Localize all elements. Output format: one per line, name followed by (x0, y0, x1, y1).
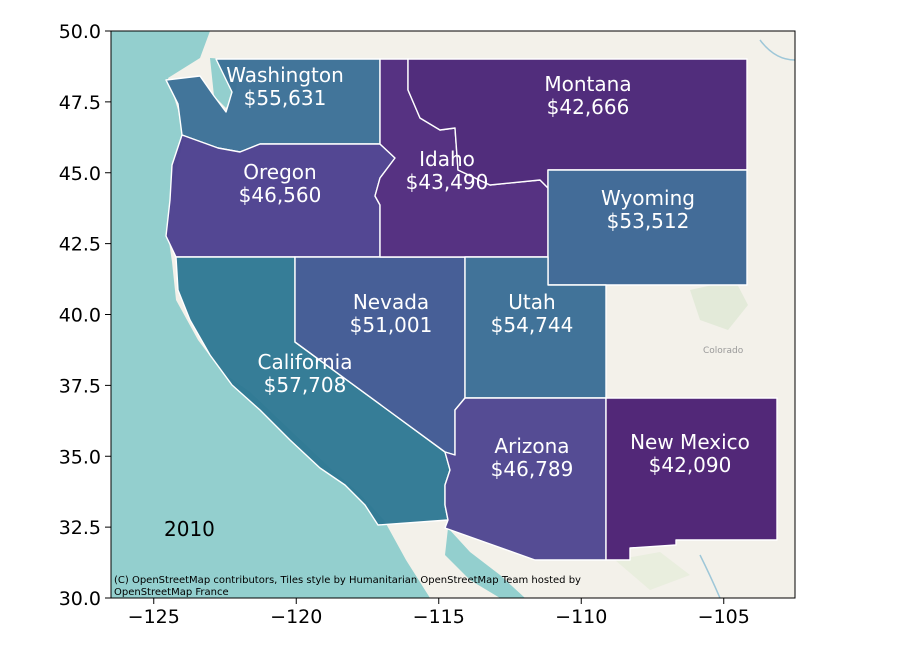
y-tick-label: 47.5 (59, 92, 101, 114)
label-wyoming-value: $53,512 (607, 209, 690, 233)
x-tick-label: −105 (698, 606, 750, 628)
label-washington-value: $55,631 (244, 86, 327, 110)
label-wyoming-name: Wyoming (601, 186, 695, 210)
label-california-value: $57,708 (264, 373, 347, 397)
y-tick-label: 35.0 (59, 446, 101, 468)
label-idaho-value: $43,490 (406, 170, 489, 194)
y-tick-label: 50.0 (59, 21, 101, 43)
state-labels: Washington $55,631 Oregon $46,560 Califo… (226, 63, 750, 481)
label-arizona-name: Arizona (494, 434, 569, 458)
label-oregon-name: Oregon (243, 160, 316, 184)
x-tick-label: −125 (128, 606, 180, 628)
label-utah-name: Utah (508, 290, 555, 314)
pacific-ocean (111, 31, 430, 598)
x-tick-label: −115 (413, 606, 465, 628)
river (699, 554, 721, 598)
y-tick-label: 37.5 (59, 375, 101, 397)
state-wyoming (547, 169, 748, 286)
label-washington-name: Washington (226, 63, 344, 87)
attribution-line-2: OpenStreetMap France (114, 587, 229, 598)
state-new-mexico (605, 397, 778, 561)
x-tick-label: −120 (270, 606, 322, 628)
label-idaho-name: Idaho (419, 147, 475, 171)
x-tick-label: −110 (555, 606, 607, 628)
label-nevada-value: $51,001 (350, 313, 433, 337)
label-oregon-value: $46,560 (239, 183, 322, 207)
y-tick-label: 45.0 (59, 163, 101, 185)
year-label: 2010 (164, 517, 215, 541)
label-california-name: California (258, 350, 353, 374)
attribution-line-1: (C) OpenStreetMap contributors, Tiles st… (114, 575, 581, 586)
label-new-mexico-name: New Mexico (630, 430, 750, 454)
label-montana-name: Montana (544, 72, 631, 96)
terrain-patch (615, 552, 690, 590)
y-tick-label: 42.5 (59, 234, 101, 256)
river (759, 39, 795, 61)
gulf-of-california (445, 528, 525, 598)
label-new-mexico-value: $42,090 (649, 453, 732, 477)
label-nevada-name: Nevada (353, 290, 429, 314)
x-axis: −125 −120 −115 −110 −105 (128, 598, 750, 628)
basemap-label-colorado: Colorado (703, 346, 744, 356)
label-arizona-value: $46,789 (491, 457, 574, 481)
terrain-patch (690, 280, 748, 330)
y-tick-label: 30.0 (59, 588, 101, 610)
label-montana-value: $42,666 (547, 95, 630, 119)
y-tick-label: 40.0 (59, 305, 101, 327)
y-tick-label: 32.5 (59, 517, 101, 539)
y-axis: 30.0 32.5 35.0 37.5 40.0 42.5 45.0 47.5 50.0 (59, 21, 111, 610)
states-layer (165, 58, 778, 561)
label-utah-value: $54,744 (491, 313, 574, 337)
